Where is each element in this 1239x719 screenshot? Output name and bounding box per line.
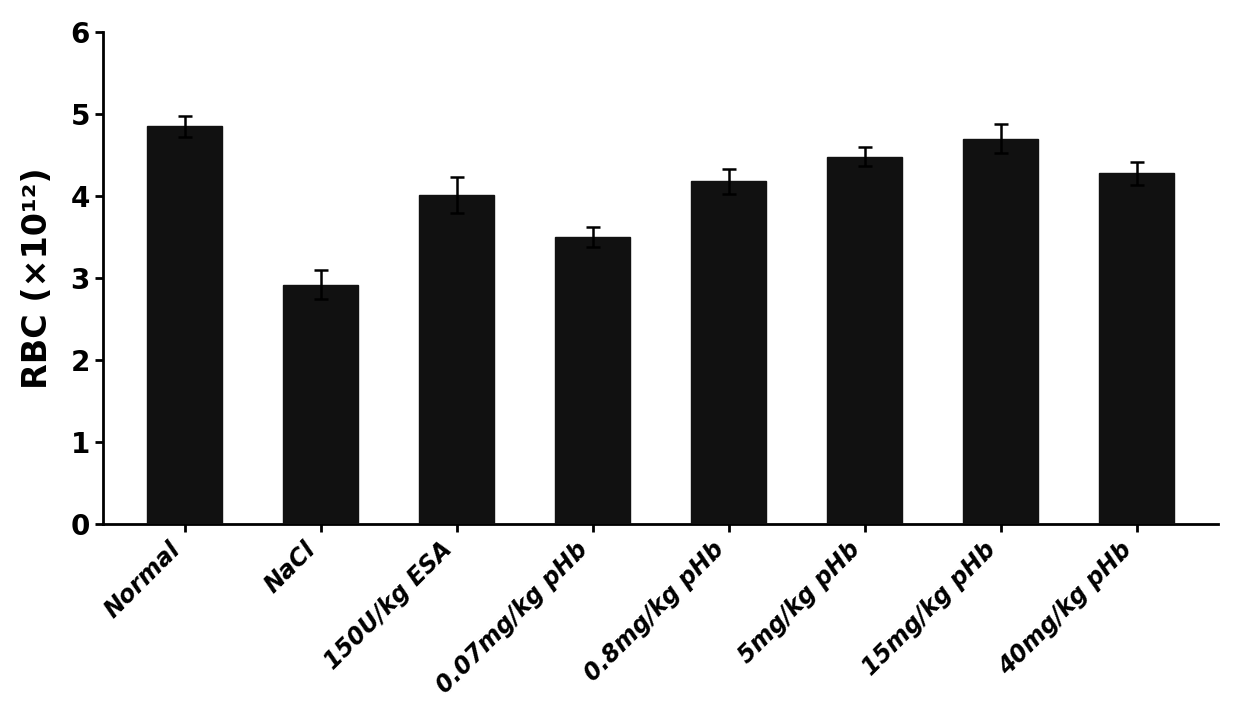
Bar xyxy=(555,237,631,524)
Bar xyxy=(828,157,902,524)
Bar xyxy=(1099,173,1175,524)
Bar xyxy=(419,196,494,524)
Bar xyxy=(691,181,766,524)
Y-axis label: RBC (×10¹²): RBC (×10¹²) xyxy=(21,168,53,389)
Bar xyxy=(284,285,358,524)
Bar xyxy=(147,127,222,524)
Bar xyxy=(963,139,1038,524)
